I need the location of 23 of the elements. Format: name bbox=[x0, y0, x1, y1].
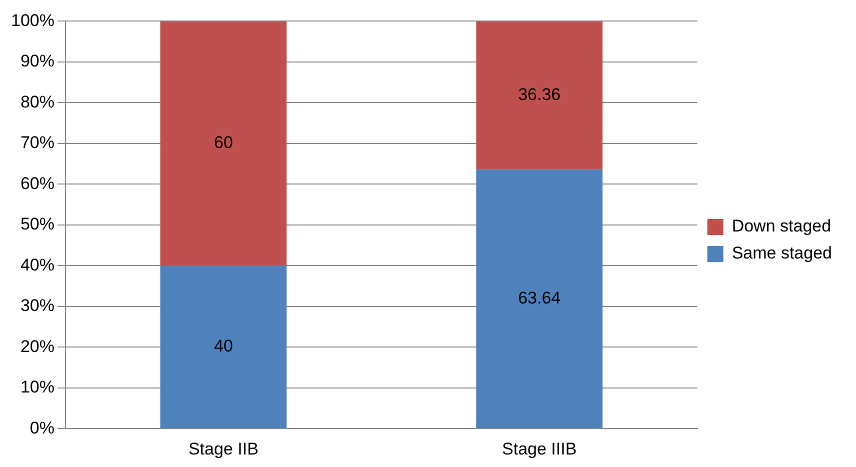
legend-label: Down staged bbox=[732, 216, 832, 236]
data-label: 36.36 bbox=[518, 84, 561, 104]
bar bbox=[476, 169, 603, 428]
y-tick-label: 90% bbox=[20, 52, 54, 71]
y-tick-label: 10% bbox=[20, 378, 54, 397]
y-tick-label: 20% bbox=[20, 336, 54, 356]
y-tick-label: 30% bbox=[20, 296, 54, 316]
bar bbox=[160, 21, 287, 266]
legend-label: Same staged bbox=[732, 244, 832, 263]
data-label: 63.64 bbox=[518, 288, 561, 308]
y-tick-label: 50% bbox=[20, 214, 54, 234]
data-label: 60 bbox=[214, 133, 233, 152]
y-tick-label: 100% bbox=[10, 10, 54, 30]
data-label: 40 bbox=[214, 336, 233, 356]
x-tick-label: Stage IIIB bbox=[502, 439, 577, 458]
y-tick-label: 70% bbox=[20, 133, 54, 152]
y-tick-label: 40% bbox=[20, 255, 54, 274]
x-tick-label: Stage IIB bbox=[188, 439, 258, 458]
bar bbox=[160, 266, 287, 428]
bar bbox=[476, 21, 603, 170]
y-tick-label: 80% bbox=[20, 92, 54, 112]
y-tick-label: 60% bbox=[20, 174, 54, 193]
y-tick-label: 0% bbox=[30, 418, 54, 438]
